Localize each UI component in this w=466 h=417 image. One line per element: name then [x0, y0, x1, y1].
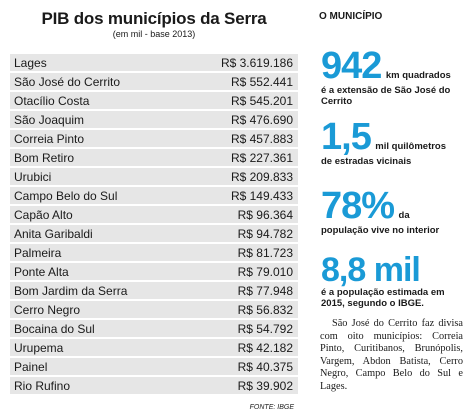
pib-value: R$ 552.441 — [230, 74, 293, 89]
municipality-name: Palmeira — [14, 245, 62, 260]
table-row: Bocaina do Sul R$ 54.792 — [10, 320, 298, 337]
table-row: Correia Pinto R$ 457.883 — [10, 130, 298, 147]
neighbors-note: São José do Cerrito faz divisa com oito … — [320, 318, 463, 392]
stat-unit: mil quilômetros — [375, 141, 447, 152]
stat-caption: é a extensão de São José do Cerrito — [321, 85, 451, 107]
pib-value: R$ 56.832 — [237, 302, 293, 317]
municipality-name: Correia Pinto — [14, 131, 85, 146]
municipality-name: Cerro Negro — [14, 302, 81, 317]
municipality-name: Campo Belo do Sul — [14, 188, 118, 203]
municipality-name: Painel — [14, 359, 48, 374]
pib-value: R$ 209.833 — [230, 169, 293, 184]
municipality-name: Urupema — [14, 340, 64, 355]
stat-number: 1,5 — [321, 116, 372, 158]
stat-unit: km quadrados — [385, 70, 451, 81]
municipality-name: Capão Alto — [14, 207, 73, 222]
table-row: Ponte Alta R$ 79.010 — [10, 263, 298, 280]
municipality-name: Lages — [14, 55, 47, 70]
sidebar-heading: O MUNICÍPIO — [319, 11, 383, 22]
pib-rows: Lages R$ 3.619.186 São José do Cerrito R$ 5… — [10, 54, 298, 396]
pib-value: R$ 40.375 — [237, 359, 293, 374]
stat-number: 942 — [321, 45, 382, 87]
pib-value: R$ 149.433 — [230, 188, 293, 203]
stat-population: 8,8 mil é a população estimada em 2015, … — [321, 253, 463, 309]
stat-unit: da — [398, 210, 410, 221]
table-row: Lages R$ 3.619.186 — [10, 54, 298, 71]
municipality-name: Otacílio Costa — [14, 93, 90, 108]
stat-area: 942 km quadrados é a extensão de São Jos… — [321, 47, 463, 107]
pib-value: R$ 42.182 — [237, 340, 293, 355]
pib-value: R$ 81.723 — [237, 245, 293, 260]
table-row: São José do Cerrito R$ 552.441 — [10, 73, 298, 90]
municipio-sidebar: O MUNICÍPIO 942 km quadrados é a extensã… — [313, 0, 463, 417]
municipality-name: Rio Rufino — [14, 378, 71, 393]
table-row: Urubici R$ 209.833 — [10, 168, 298, 185]
pib-value: R$ 227.361 — [230, 150, 293, 165]
table-row: Palmeira R$ 81.723 — [10, 244, 298, 261]
municipality-name: Anita Garibaldi — [14, 226, 93, 241]
pib-value: R$ 94.782 — [237, 226, 293, 241]
municipality-name: São José do Cerrito — [14, 74, 121, 89]
table-row: Anita Garibaldi R$ 94.782 — [10, 225, 298, 242]
table-subtitle: (em mil - base 2013) — [112, 29, 196, 39]
municipality-name: Ponte Alta — [14, 264, 69, 279]
stat-caption: é a população estimada em 2015, segundo … — [321, 287, 445, 309]
municipality-name: São Joaquim — [14, 112, 85, 127]
table-row: Bom Jardim da Serra R$ 77.948 — [10, 282, 298, 299]
pib-value: R$ 457.883 — [230, 131, 293, 146]
municipality-name: Bocaina do Sul — [14, 321, 95, 336]
table-title: PIB dos municípios da Serra — [41, 9, 267, 28]
table-row: Otacílio Costa R$ 545.201 — [10, 92, 298, 109]
pib-value: R$ 54.792 — [237, 321, 293, 336]
stat-number: 78% — [321, 185, 395, 227]
stat-caption: população vive no interior — [321, 225, 440, 236]
pib-value: R$ 96.364 — [237, 207, 293, 222]
table-row: Cerro Negro R$ 56.832 — [10, 301, 298, 318]
pib-table-panel: PIB dos municípios da Serra (em mil - ba… — [10, 0, 298, 417]
table-row: Urupema R$ 42.182 — [10, 339, 298, 356]
stat-roads: 1,5 mil quilômetros de estradas vicinais — [321, 118, 463, 167]
stat-caption: de estradas vicinais — [321, 156, 412, 167]
pib-value: R$ 3.619.186 — [220, 55, 293, 70]
pib-value: R$ 545.201 — [230, 93, 293, 108]
stat-number: 8,8 mil — [321, 251, 421, 289]
stat-rural-population: 78% da população vive no interior — [321, 187, 463, 236]
pib-value: R$ 77.948 — [237, 283, 293, 298]
table-row: Campo Belo do Sul R$ 149.433 — [10, 187, 298, 204]
table-source: FONTE: IBGE — [249, 404, 294, 411]
pib-value: R$ 79.010 — [237, 264, 293, 279]
municipality-name: Urubici — [14, 169, 52, 184]
municipality-name: Bom Retiro — [14, 150, 75, 165]
table-row: Capão Alto R$ 96.364 — [10, 206, 298, 223]
pib-value: R$ 39.902 — [237, 378, 293, 393]
pib-value: R$ 476.690 — [230, 112, 293, 127]
table-row: Bom Retiro R$ 227.361 — [10, 149, 298, 166]
table-row: Painel R$ 40.375 — [10, 358, 298, 375]
table-row: São Joaquim R$ 476.690 — [10, 111, 298, 128]
table-row: Rio Rufino R$ 39.902 — [10, 377, 298, 394]
municipality-name: Bom Jardim da Serra — [14, 283, 128, 298]
